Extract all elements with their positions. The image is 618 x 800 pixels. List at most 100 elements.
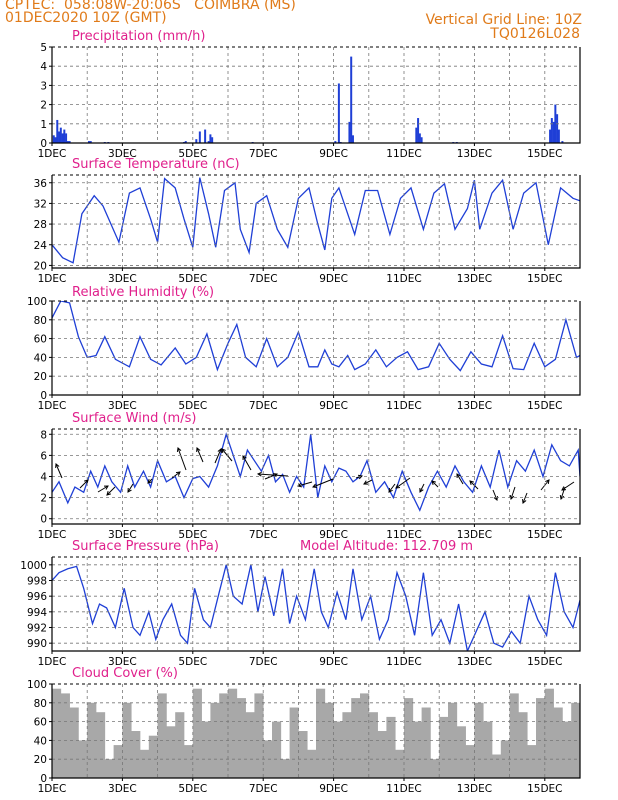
precipitation-bar xyxy=(417,118,420,143)
station-title: CPTEC: 058:08W-20:06S COIMBRA (MS) xyxy=(5,0,296,13)
temperature-ytick-label: 24 xyxy=(34,240,48,252)
cloud-bar xyxy=(219,693,229,778)
precipitation-bar xyxy=(561,141,564,143)
cloud-bar xyxy=(131,731,141,778)
humidity-line xyxy=(52,301,580,372)
temperature-ytick-label: 20 xyxy=(34,260,47,272)
humidity-panel: Relative Humidity (%) 0 20 40 60 80 100 1DEC 3DE… xyxy=(27,285,581,412)
precipitation-ytick-label: 5 xyxy=(40,42,47,54)
precipitation-bar xyxy=(554,104,557,143)
precipitation-xtick-label: 3DEC xyxy=(108,148,137,160)
cloud-bar xyxy=(377,731,387,778)
pressure-line xyxy=(52,564,580,651)
cloud-bar xyxy=(395,749,405,778)
precipitation-bar xyxy=(87,141,90,143)
cloud-ytick-label: 60 xyxy=(34,717,47,729)
precipitation-bar xyxy=(334,141,337,143)
wind-xtick-label: 13DEC xyxy=(457,529,492,541)
precipitation-bar xyxy=(66,141,69,143)
wind-arrow xyxy=(79,479,89,489)
pressure-title: Surface Pressure (hPa) xyxy=(72,539,219,554)
cloud-bar xyxy=(52,688,62,778)
precipitation-bar xyxy=(184,141,187,143)
cloud-ytick-label: 20 xyxy=(34,754,47,766)
precipitation-xtick-label: 5DEC xyxy=(178,148,207,160)
pressure-series xyxy=(52,564,580,651)
precipitation-xtick-label: 9DEC xyxy=(319,148,348,160)
cloud-bar xyxy=(69,707,79,778)
wind-arrow xyxy=(257,473,289,477)
wind-ytick-label: 8 xyxy=(40,429,47,441)
cloud-bar xyxy=(166,726,176,778)
wind-arrow xyxy=(55,463,63,479)
temperature-xtick-label: 9DEC xyxy=(319,273,348,285)
cloud-bar xyxy=(448,702,458,778)
pressure-panel: Surface Pressure (hPa) Model Altitude: 11… xyxy=(20,539,581,668)
cloud-title: Cloud Cover (%) xyxy=(72,666,178,681)
cloud-bar xyxy=(236,698,246,778)
wind-arrowhead xyxy=(55,463,60,469)
wind-arrow xyxy=(395,477,411,489)
humidity-xtick-label: 5DEC xyxy=(178,400,207,412)
wind-arrowhead xyxy=(431,480,436,485)
cloud-bar xyxy=(342,712,352,778)
temperature-xtick-label: 15DEC xyxy=(527,273,562,285)
cloud-bar xyxy=(553,707,563,778)
pressure-xtick-label: 13DEC xyxy=(457,656,492,668)
precipitation-bar xyxy=(204,129,207,143)
wind-xtick-label: 1DEC xyxy=(38,529,67,541)
wind-xtick-label: 5DEC xyxy=(178,529,207,541)
cloud-bar xyxy=(228,688,238,778)
precipitation-panel: Precipitation (mm/h) 0 1 2 3 4 5 1DEC 3DEC 5DEC 7D… xyxy=(38,29,581,160)
cloud-xtick-label: 3DEC xyxy=(108,783,137,795)
cloud-bar xyxy=(509,693,519,778)
precipitation-xtick-label: 13DEC xyxy=(457,148,492,160)
wind-arrowhead xyxy=(256,471,262,477)
cloud-ytick-label: 40 xyxy=(34,735,47,747)
precipitation-bar xyxy=(348,121,351,143)
wind-arrowhead xyxy=(221,448,226,454)
wind-arrow xyxy=(363,479,373,485)
cloud-bar xyxy=(184,745,194,778)
wind-title: Surface Wind (m/s) xyxy=(72,411,196,426)
temperature-xtick-label: 3DEC xyxy=(108,273,137,285)
cloud-bar xyxy=(201,721,211,778)
humidity-xtick-label: 13DEC xyxy=(457,400,492,412)
cloud-xtick-label: 5DEC xyxy=(178,783,207,795)
wind-arrow xyxy=(492,489,498,501)
vertical-grid-note: Vertical Grid Line: 10Z xyxy=(425,12,582,28)
cloud-bar xyxy=(272,721,282,778)
pressure-frame xyxy=(51,557,581,652)
pressure-xtick-label: 9DEC xyxy=(319,656,348,668)
temperature-series xyxy=(52,177,580,264)
pressure-ytick-label: 992 xyxy=(27,623,47,635)
pressure-xtick-label: 11DEC xyxy=(386,656,421,668)
pressure-ytick-label: 1000 xyxy=(20,560,47,572)
precipitation-bar xyxy=(198,131,201,143)
cloud-bar xyxy=(412,721,422,778)
cloud-bar xyxy=(465,745,475,778)
humidity-ytick-label: 40 xyxy=(34,352,47,364)
wind-xtick-label: 11DEC xyxy=(386,529,421,541)
humidity-series xyxy=(52,301,580,372)
temperature-xtick-label: 13DEC xyxy=(457,273,492,285)
cloud-bar xyxy=(316,688,326,778)
cloud-bar xyxy=(430,759,440,778)
precipitation-bar xyxy=(550,118,553,143)
wind-arrow xyxy=(522,492,528,504)
wind-arrowhead xyxy=(242,455,247,461)
cloud-bar xyxy=(483,721,493,778)
precipitation-bar xyxy=(557,129,560,143)
precipitation-bar xyxy=(52,135,55,143)
cloud-bar xyxy=(421,707,431,778)
wind-arrowhead xyxy=(509,494,515,500)
cloud-bar xyxy=(298,731,308,778)
pressure-ytick-label: 996 xyxy=(27,591,47,603)
temperature-xtick-label: 7DEC xyxy=(249,273,278,285)
wind-arrow xyxy=(312,478,334,488)
wind-arrowhead xyxy=(456,473,461,479)
pressure-xtick-label: 3DEC xyxy=(108,656,137,668)
cloud-bar xyxy=(263,740,273,778)
wind-arrowhead xyxy=(545,479,550,485)
humidity-title: Relative Humidity (%) xyxy=(72,285,214,300)
